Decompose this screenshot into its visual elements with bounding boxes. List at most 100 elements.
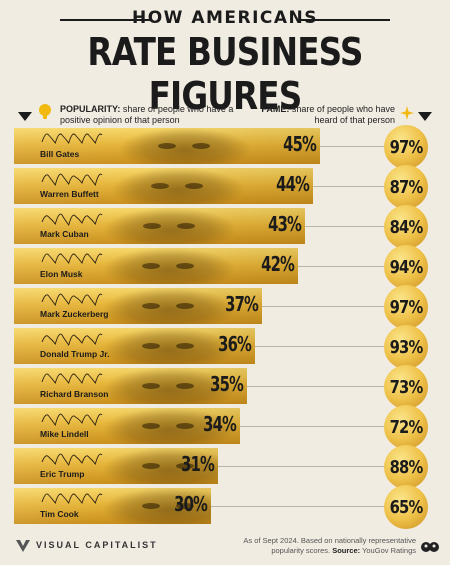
- portrait-eye: [150, 183, 169, 189]
- chart-row: Bill Gates 45% 97%: [0, 125, 450, 169]
- portrait-eye: [142, 503, 160, 509]
- portrait-eye: [191, 143, 210, 149]
- person-name: Mark Cuban: [40, 229, 89, 239]
- popularity-value: 37%: [225, 292, 259, 316]
- portrait-eye: [143, 223, 162, 229]
- footer: VISUAL CAPITALIST As of Sept 2024. Based…: [0, 530, 450, 565]
- popularity-bar: Mike Lindell 34%: [14, 408, 241, 444]
- fame-value: 84%: [389, 216, 424, 238]
- connector-line: [298, 266, 384, 267]
- person-name: Elon Musk: [40, 269, 83, 279]
- fame-value: 94%: [389, 256, 424, 278]
- chart-row: Tim Cook 30% 65%: [0, 485, 450, 529]
- bar-sheen: [14, 368, 248, 404]
- popularity-value: 35%: [210, 372, 245, 396]
- fame-value: 87%: [389, 176, 424, 198]
- chart: Bill Gates 45% 97% Warren Buffett 44% 87% Mark…: [0, 125, 450, 529]
- connector-line: [247, 386, 384, 387]
- portrait-image: [119, 128, 250, 164]
- portrait-eye: [142, 463, 160, 469]
- fame-circle: 65%: [384, 485, 428, 529]
- legend-fame-text: FAME: share of people who have heard of …: [250, 104, 395, 126]
- signature-image: [41, 333, 103, 346]
- person-name: Mike Lindell: [40, 429, 89, 439]
- chart-row: Mike Lindell 34% 72%: [0, 405, 450, 449]
- chart-row: Mark Zuckerberg 37% 97%: [0, 285, 450, 329]
- fame-value: 73%: [389, 376, 424, 398]
- fame-value: 97%: [389, 136, 424, 158]
- chart-row: Richard Branson 35% 73%: [0, 365, 450, 409]
- fame-circle: 97%: [384, 285, 428, 329]
- portrait-eye: [177, 223, 196, 229]
- legend-popularity-text: POPULARITY: share of people who have a p…: [60, 104, 250, 126]
- fame-circle: 97%: [384, 125, 428, 169]
- signature-image: [41, 493, 103, 504]
- legend-fame: FAME: share of people who have heard of …: [250, 102, 440, 132]
- fame-circle: 73%: [384, 365, 428, 409]
- person-name: Richard Branson: [40, 389, 109, 399]
- fame-value: 72%: [389, 416, 424, 438]
- popularity-bar: Donald Trump Jr. 36%: [14, 328, 255, 364]
- signature-image: [41, 453, 103, 466]
- connector-line: [240, 426, 384, 427]
- popularity-bar: Tim Cook 30%: [14, 488, 212, 524]
- source-label: Source:: [332, 546, 361, 555]
- chart-row: Mark Cuban 43% 84%: [0, 205, 450, 249]
- signature-image: [41, 173, 103, 186]
- person-name: Mark Zuckerberg: [40, 309, 109, 319]
- portrait-image: [105, 208, 236, 244]
- portrait-eye: [184, 183, 203, 189]
- popularity-value: 43%: [268, 212, 302, 236]
- popularity-bar: Mark Cuban 43%: [14, 208, 306, 244]
- portrait-eye: [157, 143, 176, 149]
- portrait-image: [104, 288, 234, 324]
- portrait-eye: [176, 383, 194, 389]
- title-rule-left: [60, 19, 152, 21]
- connector-line: [218, 466, 384, 467]
- signature-image: [41, 213, 103, 226]
- portrait-eye: [176, 343, 194, 349]
- chart-row: Elon Musk 42% 94%: [0, 245, 450, 289]
- connector-line: [261, 306, 384, 307]
- portrait-image: [112, 168, 243, 204]
- legend-fame-label: FAME:: [261, 104, 290, 114]
- popularity-value: 36%: [217, 332, 252, 356]
- person-name: Donald Trump Jr.: [40, 349, 110, 359]
- popularity-value: 42%: [261, 252, 295, 276]
- portrait-eye: [142, 383, 160, 389]
- title-top: HOW AMERICANS: [131, 8, 319, 28]
- portrait-image: [104, 488, 212, 524]
- popularity-value: 34%: [203, 412, 237, 436]
- visual-capitalist-logo-icon: [16, 540, 30, 552]
- person-name: Eric Trump: [40, 469, 85, 479]
- portrait-eye: [176, 503, 194, 509]
- fame-circle: 88%: [384, 445, 428, 489]
- portrait-eye: [176, 263, 194, 269]
- signature-image: [41, 253, 103, 264]
- person-name: Bill Gates: [40, 149, 80, 159]
- bar-sheen: [14, 328, 255, 364]
- signature-image: [41, 413, 103, 426]
- brand-name: VISUAL CAPITALIST: [36, 540, 158, 550]
- portrait-eye: [176, 303, 194, 309]
- signature-image: [41, 293, 103, 306]
- popularity-bar: Richard Branson 35%: [14, 368, 248, 404]
- connector-line: [211, 506, 384, 507]
- fame-circle: 84%: [384, 205, 428, 249]
- triangle-down-icon: [18, 112, 32, 121]
- popularity-value: 45%: [282, 132, 317, 156]
- portrait-eye: [142, 423, 160, 429]
- chart-row: Donald Trump Jr. 36% 93%: [0, 325, 450, 369]
- popularity-value: 30%: [174, 492, 208, 516]
- portrait-eye: [142, 263, 160, 269]
- legend-popularity-desc: share of people who have a positive opin…: [60, 104, 234, 125]
- fame-value: 93%: [389, 336, 424, 358]
- fame-value: 65%: [389, 496, 424, 518]
- portrait-eye: [142, 343, 160, 349]
- bar-sheen: [14, 408, 241, 444]
- popularity-value: 44%: [275, 172, 310, 196]
- connector-line: [312, 186, 384, 187]
- chart-row: Eric Trump 31% 88%: [0, 445, 450, 489]
- portrait-image: [104, 408, 234, 444]
- fame-value: 97%: [389, 296, 424, 318]
